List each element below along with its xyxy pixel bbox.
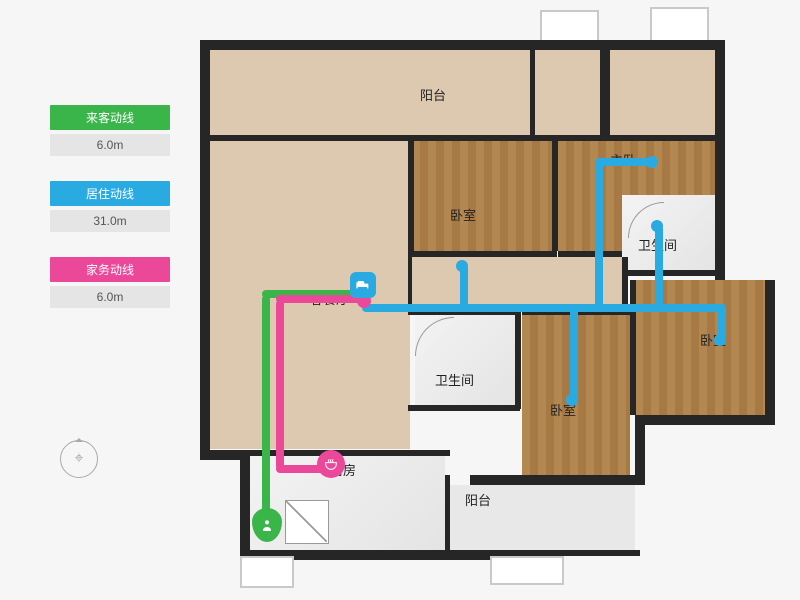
kitchen-sink-diag (285, 500, 327, 542)
node-bath1 (651, 220, 663, 232)
legend-label-living: 居住动线 (50, 181, 170, 206)
path-blue-bed2-h (655, 304, 725, 312)
legend-item-guest: 来客动线 6.0m (50, 105, 170, 156)
node-bed2 (714, 334, 726, 346)
path-blue-bed3 (570, 304, 578, 399)
wall-outer-left (200, 40, 210, 450)
node-bed1 (456, 260, 468, 272)
legend-label-chore: 家务动线 (50, 257, 170, 282)
wall-bottom-bedroom3 (470, 475, 645, 485)
wall-outer-top-step2 (600, 40, 610, 140)
wall-outer-right-lower (765, 280, 775, 420)
wall-outer-bottom-right (635, 415, 775, 425)
entrance-rail (240, 556, 294, 588)
wall-bath2-right (515, 309, 521, 409)
wall-bath1-bottom (622, 270, 715, 276)
path-blue-master-h (595, 158, 650, 166)
node-bed3 (566, 394, 578, 406)
path-chore-v1 (276, 300, 284, 470)
balcony-rail-bottom (490, 556, 564, 585)
legend-item-chore: 家务动线 6.0m (50, 257, 170, 308)
path-guest-v (262, 295, 270, 520)
legend-value-guest: 6.0m (50, 134, 170, 156)
wall-outer-top-right (600, 40, 720, 50)
bed-icon (350, 272, 376, 298)
floor-corridor (412, 257, 622, 309)
compass-icon: ⌖ (60, 440, 98, 478)
floor-balcony-top-left (210, 50, 530, 135)
floorplan-canvas: 来客动线 6.0m 居住动线 31.0m 家务动线 6.0m ⌖ (0, 0, 800, 600)
floorplan: 阳台 卧室 主卧 卫生间 卧室 卫生 (190, 10, 780, 590)
label-bedroom1: 卧室 (450, 205, 476, 224)
wall-outer-right-upper (715, 40, 725, 290)
floor-bedroom1 (412, 141, 552, 251)
balcony-rail-top-1 (540, 10, 599, 44)
path-blue-bath1 (655, 225, 663, 310)
legend-item-living: 居住动线 31.0m (50, 181, 170, 232)
floor-balcony-top-right (610, 50, 715, 135)
wall-outer-kitchen-left (240, 450, 250, 560)
label-balcony-top: 阳台 (420, 85, 446, 104)
path-blue-master-v (595, 160, 603, 310)
legend-value-living: 31.0m (50, 210, 170, 232)
legend: 来客动线 6.0m 居住动线 31.0m 家务动线 6.0m (50, 105, 170, 333)
pot-icon (317, 450, 345, 478)
balcony-rail-top-2 (650, 7, 709, 44)
legend-label-guest: 来客动线 (50, 105, 170, 130)
label-balcony-bottom: 阳台 (465, 490, 491, 509)
label-bathroom2: 卫生间 (435, 370, 474, 389)
wall-outer-top-left (200, 40, 530, 50)
wall-bed2-left (630, 280, 636, 415)
wall-bath2-bottom (408, 405, 520, 411)
floor-balcony-top-mid (535, 50, 600, 135)
path-blue-main (362, 304, 662, 312)
node-master (646, 156, 658, 168)
wall-outer-top-mid (530, 40, 600, 50)
legend-value-chore: 6.0m (50, 286, 170, 308)
